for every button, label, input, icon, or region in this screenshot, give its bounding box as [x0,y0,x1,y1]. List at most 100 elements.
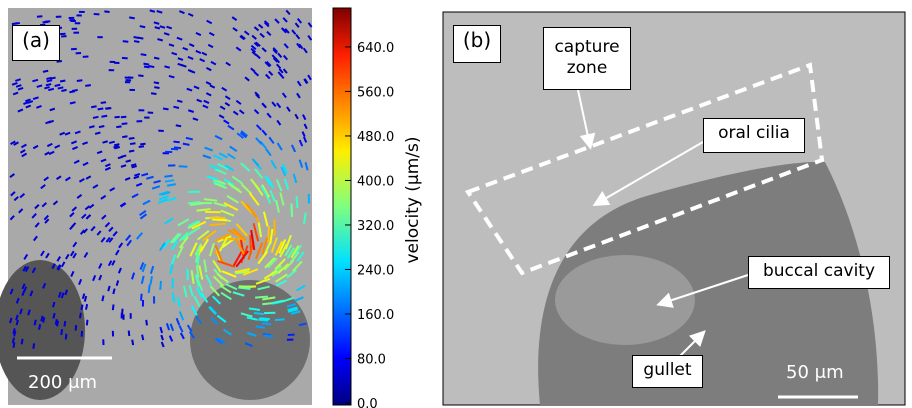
flow-arrow [183,144,190,145]
flow-arrow [262,323,271,324]
annotation: buccal cavity [748,256,890,289]
flow-arrow [122,58,128,59]
flow-arrow [297,196,298,208]
flow-arrow [157,39,162,40]
flow-arrow [254,313,264,314]
flow-arrow [141,54,147,55]
flow-arrow [138,38,143,39]
flow-arrow [154,87,159,88]
flow-arrow [268,226,269,242]
flow-arrow [76,325,77,330]
flow-arrow [113,146,118,147]
flow-arrow [129,151,134,152]
flow-arrow [61,329,62,335]
flow-arrow [130,143,135,144]
flow-arrow [126,160,131,161]
panel-label: (a) [12,25,60,61]
flow-arrow [64,321,65,326]
flow-arrow [60,80,65,81]
flow-arrow [123,41,129,42]
flow-arrow [77,80,83,81]
flow-arrow [85,85,91,86]
flow-arrow [99,126,104,127]
flow-arrow [17,320,18,325]
flow-arrow [109,142,115,143]
flow-arrow [108,286,109,291]
scale-label: 200 μm [28,372,97,393]
flow-arrow [140,144,145,145]
flow-arrow [259,318,269,319]
scale-label: 50 μm [786,362,844,383]
colorbar [333,8,351,405]
colorbar-label: velocity (μm/s) [403,136,423,263]
flow-arrow [129,138,135,139]
flow-arrow [142,335,143,340]
flow-arrow [46,84,51,85]
flow-arrow [93,117,98,118]
flow-arrow [53,313,54,318]
flow-arrow [101,102,106,103]
flow-arrow [155,27,160,28]
tick-label: 400.0 [357,174,394,189]
flow-arrow [131,164,136,165]
flow-arrow [122,136,127,137]
panel-label: (b) [453,25,501,63]
flow-arrow [57,61,62,62]
flow-arrow [255,297,268,298]
flow-arrow [163,108,169,109]
flow-arrow [14,23,20,24]
flow-arrow [91,106,96,107]
flow-arrow [113,305,114,311]
flow-arrow [89,126,94,127]
flow-arrow [83,294,84,299]
flow-arrow [39,324,40,329]
flow-arrow [239,286,253,287]
flow-arrow [95,133,100,134]
flow-arrow [13,338,14,344]
tick-label: 640.0 [357,41,394,56]
flow-arrow [140,26,145,27]
annotation: gullet [632,355,703,388]
flow-arrow [48,89,54,90]
tick-label: 240.0 [357,263,394,278]
flow-arrow [86,304,87,310]
flow-arrow [103,141,108,142]
flow-arrow [14,331,15,337]
flow-arrow [114,144,119,145]
flow-arrow [151,93,156,94]
annotation: oral cilia [703,118,805,153]
flow-arrow [164,176,172,177]
flow-arrow [160,281,161,290]
page: velocity (μm/s) 0.080.0160.0240.0320.040… [0,0,912,408]
flow-arrow [33,343,34,348]
panel-a-image [0,8,312,405]
flow-arrow [35,320,36,326]
flow-arrow [70,102,76,103]
flow-arrow [171,149,178,150]
flow-arrow [146,320,147,325]
flow-arrow [275,319,285,320]
flow-arrow [212,219,227,220]
flow-arrow [173,107,179,108]
flow-arrow [46,78,51,79]
flow-arrow [106,108,111,109]
tick-label: 160.0 [357,308,394,323]
flow-arrow [41,316,42,322]
flow-arrow [44,87,49,88]
flow-arrow [174,147,181,148]
flow-arrow [115,117,120,118]
flow-arrow [98,109,104,110]
flow-arrow [129,331,130,336]
flow-arrow [102,295,103,301]
flow-arrow [85,296,86,302]
flow-arrow [37,16,42,17]
flow-arrow [149,66,155,67]
flow-arrow [132,340,133,345]
flow-arrow [173,142,179,143]
flow-arrow [129,17,135,18]
flow-arrow [101,116,107,117]
flow-arrow [87,320,88,326]
flow-arrow [58,87,64,88]
flow-arrow [143,64,149,65]
tick-label: 80.0 [357,352,386,367]
